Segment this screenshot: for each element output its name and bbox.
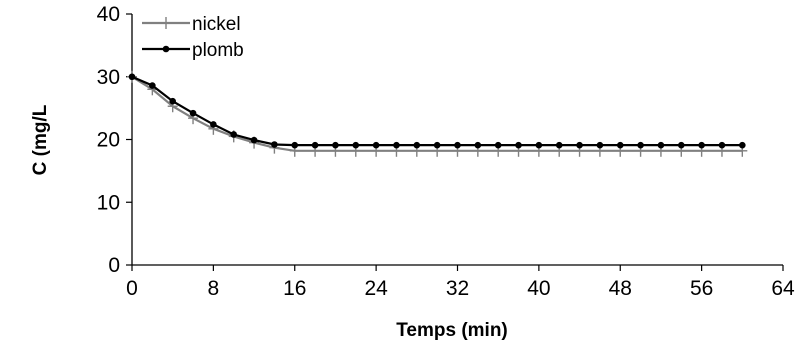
data-point (352, 141, 360, 149)
y-tick-label: 30 (97, 66, 120, 89)
data-point (616, 141, 624, 149)
series-plomb (128, 73, 746, 149)
data-point (128, 73, 136, 81)
data-point (657, 141, 665, 149)
x-tick-label: 32 (446, 277, 469, 300)
data-point (169, 97, 176, 105)
data-point (596, 141, 604, 149)
data-point (210, 121, 217, 128)
x-tick-labels: 0 8 16 24 32 40 48 56 64 (126, 265, 795, 300)
data-point (454, 141, 461, 149)
data-point (291, 141, 299, 149)
x-tick-label: 56 (690, 277, 713, 300)
x-tick-label: 64 (771, 277, 795, 300)
series-line (131, 75, 743, 152)
x-tick-label: 8 (208, 277, 220, 300)
data-point (311, 141, 319, 149)
data-point (230, 131, 238, 138)
y-tick-labels: 0 10 20 30 40 (97, 3, 132, 277)
data-point (433, 141, 441, 149)
data-point (739, 141, 746, 149)
y-tick-label: 20 (97, 129, 120, 152)
data-point (515, 141, 522, 149)
axes (131, 14, 783, 266)
legend-marker (162, 45, 170, 53)
data-point (555, 141, 563, 149)
data-point (637, 141, 644, 149)
legend-marker (161, 17, 171, 29)
data-point (149, 82, 156, 89)
data-point (698, 141, 705, 149)
series-line (131, 75, 743, 147)
legend-item-nickel: nickel (142, 14, 241, 35)
data-point (677, 141, 685, 149)
legend: nickel plomb (142, 14, 244, 61)
x-tick-label: 24 (364, 277, 388, 300)
data-point (189, 109, 197, 117)
data-point (535, 141, 543, 149)
data-point (271, 141, 278, 148)
data-point (494, 141, 502, 149)
legend-label: nickel (192, 14, 241, 35)
x-axis-title: Temps (min) (396, 320, 508, 341)
x-tick-label: 48 (609, 277, 632, 300)
y-axis-title: C (mg/L (30, 104, 51, 175)
data-point (576, 141, 583, 149)
data-point (393, 141, 400, 149)
data-point (250, 136, 258, 144)
x-tick-label: 0 (126, 277, 138, 300)
y-tick-label: 40 (97, 3, 120, 26)
legend-item-plomb: plomb (142, 40, 244, 61)
legend-label: plomb (192, 40, 244, 61)
y-tick-label: 0 (108, 254, 120, 277)
y-tick-label: 10 (97, 191, 120, 214)
data-point (413, 141, 421, 149)
data-point (332, 141, 339, 149)
data-point (718, 141, 726, 149)
x-tick-label: 16 (283, 277, 306, 300)
x-tick-label: 40 (527, 277, 550, 300)
data-point (372, 141, 380, 149)
series-layer (127, 70, 748, 157)
data-point (474, 141, 482, 149)
